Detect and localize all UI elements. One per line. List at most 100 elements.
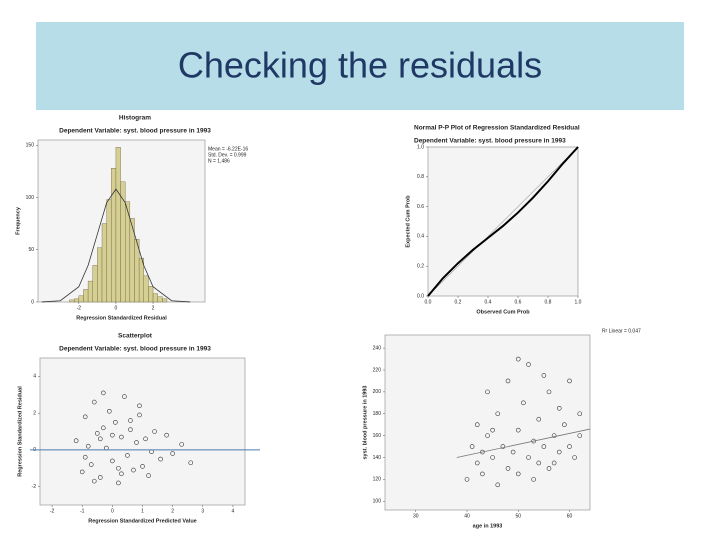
- chart-title: Scatterplot: [118, 333, 153, 340]
- point: [521, 400, 526, 406]
- point: [158, 456, 163, 462]
- x-tick-label: 50: [515, 513, 521, 519]
- x-tick-label: 60: [567, 513, 573, 519]
- point: [510, 449, 516, 455]
- legend-entry: N = 1,486: [208, 158, 230, 164]
- point: [125, 453, 130, 458]
- y-tick-label: 0.4: [417, 234, 424, 240]
- x-tick-label: 40: [464, 513, 470, 519]
- y-tick-label: 140: [373, 455, 382, 461]
- bar: [87, 280, 93, 303]
- x-tick-label: 2: [171, 508, 174, 514]
- x-tick-label: 4: [232, 508, 235, 514]
- point: [541, 373, 547, 378]
- point: [551, 433, 557, 438]
- point: [107, 408, 112, 414]
- y-tick-label: 0.0: [417, 293, 424, 299]
- y-tick-label: 0.2: [417, 264, 424, 270]
- point: [140, 464, 145, 469]
- point: [551, 460, 557, 466]
- point: [164, 432, 169, 438]
- bar: [143, 275, 149, 303]
- point: [110, 432, 115, 438]
- x-tick-label: -1: [80, 508, 85, 514]
- x-tick-label: -2: [50, 508, 55, 514]
- bar: [148, 286, 154, 303]
- point: [469, 444, 475, 449]
- point: [480, 449, 485, 455]
- point: [495, 482, 501, 488]
- point: [82, 454, 88, 460]
- x-tick-label: 0.8: [545, 299, 552, 305]
- bar: [83, 289, 89, 303]
- bar: [162, 298, 168, 303]
- point: [152, 429, 157, 434]
- point: [526, 455, 531, 460]
- annotation: R² Linear = 0.047: [602, 328, 641, 334]
- y-tick-label: 2: [33, 410, 36, 416]
- point: [556, 405, 562, 411]
- x-axis-label: age in 1993: [473, 523, 503, 529]
- y-axis-label: Expected Cum Prob: [405, 195, 411, 248]
- y-tick-label: 120: [373, 477, 382, 483]
- point: [116, 465, 121, 471]
- point: [85, 443, 91, 449]
- x-axis-label: Observed Cum Prob: [476, 309, 530, 315]
- point: [536, 416, 542, 422]
- legend-entry: Mean = -6.22E-16: [208, 146, 248, 152]
- bar: [111, 168, 117, 303]
- point: [88, 462, 94, 467]
- point: [490, 427, 495, 433]
- x-axis-label: Regression Standardized Residual: [76, 315, 167, 321]
- bar: [106, 199, 112, 303]
- point: [546, 466, 552, 471]
- point: [73, 438, 79, 443]
- point: [515, 427, 521, 433]
- point: [110, 458, 115, 464]
- point: [91, 399, 97, 405]
- point: [531, 477, 536, 482]
- point: [515, 356, 521, 362]
- y-tick-label: 1.0: [417, 144, 424, 150]
- point: [485, 433, 490, 438]
- bar: [73, 298, 80, 303]
- point: [515, 471, 521, 477]
- bar: [78, 295, 84, 303]
- bar: [152, 293, 158, 303]
- x-tick-label: 2: [152, 305, 155, 311]
- point: [495, 411, 501, 417]
- x-tick-label: 0.2: [455, 299, 462, 305]
- y-tick-label: 0: [31, 299, 34, 305]
- point: [79, 469, 85, 475]
- pp-line: [427, 146, 579, 297]
- x-axis-label: Regression Standardized Predicted Value: [88, 518, 197, 524]
- y-tick-label: 0.6: [417, 204, 424, 210]
- bar: [97, 247, 103, 303]
- y-tick-label: 240: [373, 345, 382, 351]
- x-tick-label: 0: [115, 305, 118, 311]
- bar: [92, 265, 98, 303]
- y-tick-label: 160: [373, 433, 382, 439]
- point: [526, 362, 531, 367]
- y-tick-label: 4: [33, 374, 36, 380]
- point: [490, 455, 495, 460]
- fit-line: [456, 428, 591, 458]
- point: [128, 427, 133, 432]
- y-axis-label: syst. blood pressure in 1993: [362, 386, 368, 460]
- point: [556, 449, 562, 455]
- point: [572, 455, 577, 460]
- point: [97, 475, 103, 480]
- point: [505, 378, 511, 384]
- point: [137, 403, 142, 409]
- y-axis-label: Regression Standardized Residual: [17, 386, 23, 477]
- y-tick-label: 0.8: [417, 174, 424, 180]
- bar: [138, 257, 144, 303]
- point: [562, 422, 567, 427]
- point: [536, 460, 542, 466]
- point: [485, 389, 490, 395]
- chart-subtitle: Dependent Variable: syst. blood pressure…: [59, 346, 211, 353]
- point: [101, 425, 106, 431]
- bar: [101, 223, 107, 303]
- point: [143, 436, 148, 442]
- reference-diagonal: [427, 146, 579, 297]
